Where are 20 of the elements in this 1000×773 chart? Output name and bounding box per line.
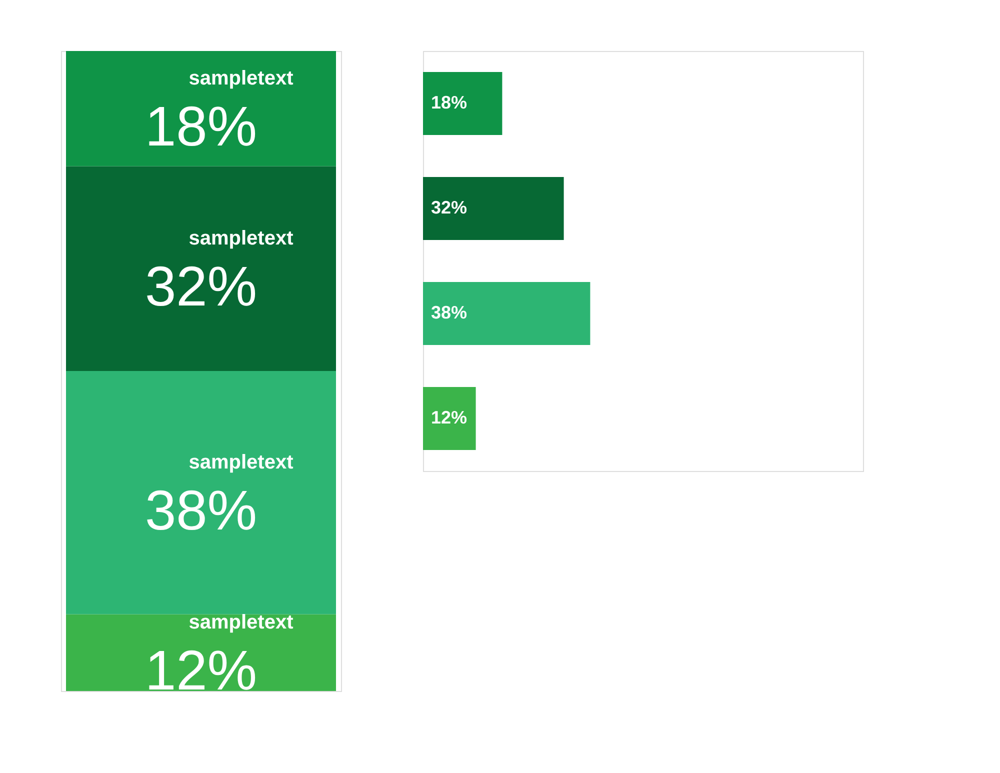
data-label: 32% xyxy=(144,254,258,318)
data-label: 38% xyxy=(431,302,468,322)
data-label: 38% xyxy=(144,478,258,542)
bar xyxy=(423,387,476,450)
series-label: sampletext xyxy=(188,68,294,90)
series-label: sampletext xyxy=(188,452,294,474)
bar xyxy=(66,614,336,691)
bar xyxy=(66,371,336,614)
data-label: 32% xyxy=(431,198,468,218)
series-label: sampletext xyxy=(188,612,294,634)
bar xyxy=(423,282,590,345)
bar xyxy=(423,72,502,135)
bar xyxy=(66,51,336,166)
series-label: sampletext xyxy=(188,228,294,250)
data-label: 18% xyxy=(144,94,258,158)
bar xyxy=(66,166,336,371)
data-label: 12% xyxy=(144,638,258,702)
data-label: 12% xyxy=(431,408,468,428)
data-label: 18% xyxy=(431,92,468,112)
bar xyxy=(423,177,564,240)
